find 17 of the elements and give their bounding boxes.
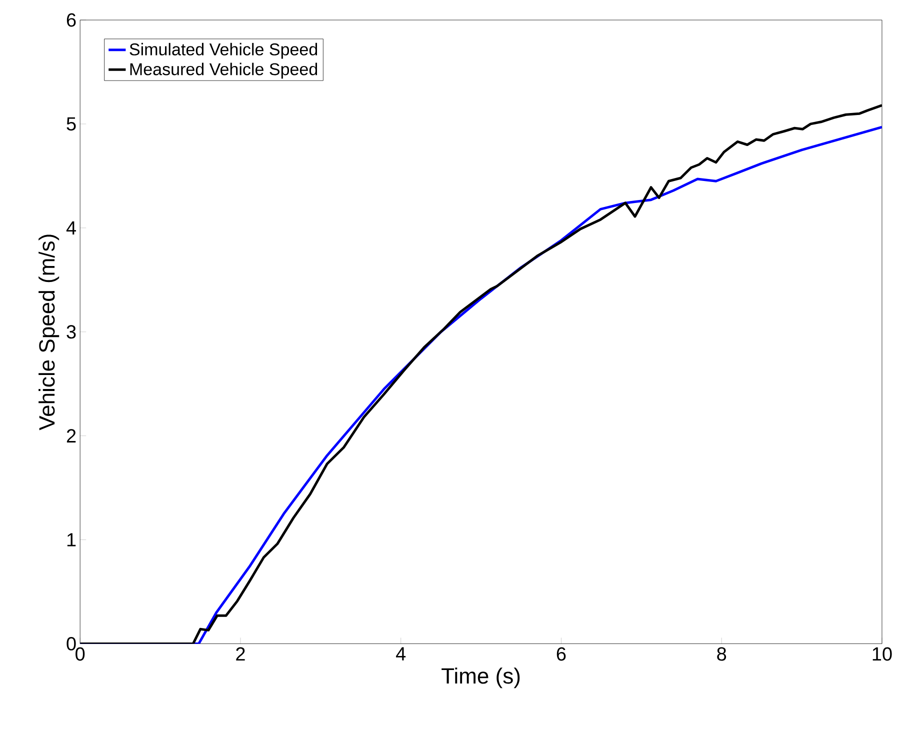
- y-tick-label: 0: [66, 637, 76, 651]
- x-tick-label: 10: [872, 647, 892, 661]
- y-tick-label: 6: [66, 13, 76, 27]
- y-tick-label: 4: [66, 221, 76, 235]
- y-tick-label: 3: [66, 325, 76, 339]
- x-tick-label: 0: [76, 647, 85, 661]
- y-axis-title: Vehicle Speed (m/s): [38, 234, 60, 430]
- y-tick-label: 5: [66, 117, 76, 131]
- legend-label: Measured Vehicle Speed: [130, 62, 318, 79]
- x-tick-label: 8: [717, 647, 726, 661]
- x-tick-label: 6: [556, 647, 566, 661]
- x-tick-label: 2: [236, 647, 245, 661]
- x-tick-label: 4: [396, 647, 406, 660]
- x-axis-title: Time (s): [442, 668, 520, 688]
- y-tick-label: 2: [66, 429, 76, 443]
- legend-label: Simulated Vehicle Speed: [130, 43, 318, 59]
- y-tick-label: 1: [67, 533, 76, 546]
